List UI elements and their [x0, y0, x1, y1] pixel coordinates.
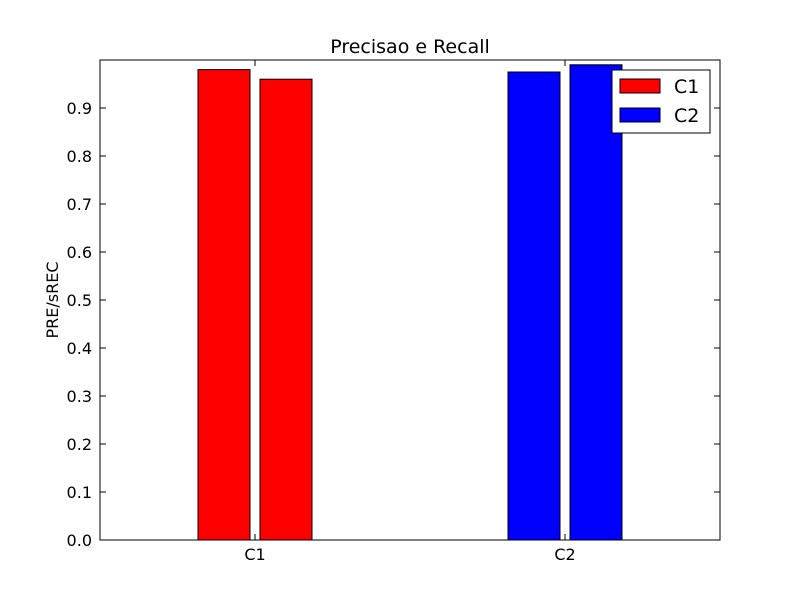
bar-c1-1	[197, 69, 251, 541]
plot-frame	[99, 59, 721, 541]
y-tick-label: 0.7	[67, 195, 92, 214]
legend-label-c2: C2	[674, 105, 699, 127]
bars-layer	[197, 64, 623, 541]
y-tick-label: 0.3	[67, 387, 92, 406]
y-tick-label: 0.6	[67, 243, 92, 262]
x-tick-label-c2: C2	[554, 545, 575, 564]
y-tick-label: 0.2	[67, 435, 92, 454]
legend-swatch-c1	[619, 78, 661, 94]
legend-swatch-c2	[619, 107, 661, 123]
ticks-layer: 0.00.10.20.30.40.50.60.70.80.9C1 C2	[67, 60, 720, 564]
bar-c2-1	[507, 71, 561, 541]
y-tick-label: 0.5	[67, 291, 92, 310]
y-tick-label: 0.8	[67, 147, 92, 166]
legend-label-c1: C1	[674, 76, 699, 98]
chart-title: Precisao e Recall	[330, 36, 490, 58]
x-tick-label-c1: C1	[244, 545, 265, 564]
bar-c2-2	[569, 64, 623, 541]
y-tick-label: 0.1	[67, 483, 92, 502]
y-tick-label: 0.4	[67, 339, 92, 358]
y-tick-label: 0.0	[67, 531, 92, 550]
y-tick-label: 0.9	[67, 99, 92, 118]
y-axis-label: PRE/sREC	[43, 262, 62, 339]
bar-c1-2	[259, 78, 313, 541]
